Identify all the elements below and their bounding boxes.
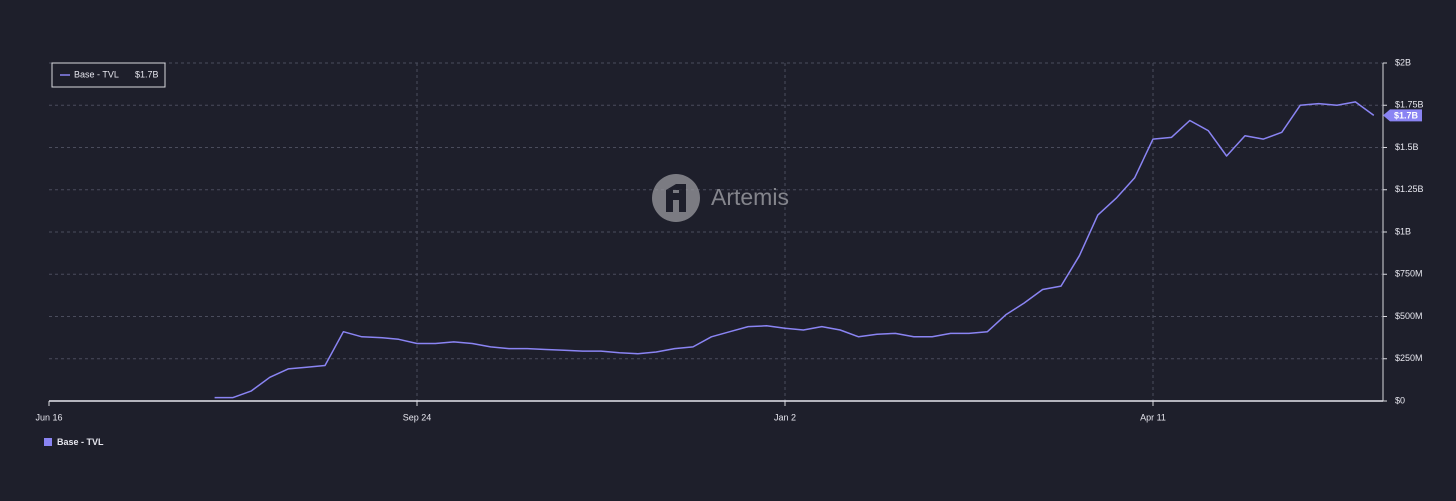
y-tick-label: $750M <box>1395 269 1423 279</box>
y-tick-label: $500M <box>1395 311 1423 321</box>
bottom-legend-swatch <box>44 438 52 446</box>
grid: $0 $250M $500M $750M $1B $1.25B $1.5B $1.75B $2B… <box>35 57 1423 422</box>
y-tick-label: $0 <box>1395 395 1405 405</box>
x-tick-label: Jun 16 <box>35 412 62 422</box>
watermark-logo-glyph <box>666 184 686 212</box>
y-tick-label: $1.5B <box>1395 142 1419 152</box>
plot: $1.7B <box>214 101 1422 399</box>
y-tick-label: $1B <box>1395 226 1411 236</box>
y-tick-label: $1.25B <box>1395 184 1424 194</box>
legend-box <box>51 62 166 88</box>
x-tick-label: Jan 2 <box>774 412 796 422</box>
current-value-badge <box>1383 109 1422 122</box>
y-tick-label: $250M <box>1395 353 1423 363</box>
x-tick-label: Apr 11 <box>1140 412 1166 422</box>
watermark-text: Artemis <box>711 184 789 210</box>
bottom-legend-label: Base - TVL <box>57 437 104 447</box>
legend-label: Base - TVL <box>74 69 119 79</box>
y-tick-label: $1.75B <box>1395 100 1424 110</box>
legend-value: $1.7B <box>135 69 159 79</box>
x-tick-label: Sep 24 <box>403 412 432 422</box>
y-tick-label: $2B <box>1395 57 1411 67</box>
series-line <box>214 101 1375 399</box>
current-value-label: $1.7B <box>1394 110 1419 120</box>
watermark: Artemis <box>652 174 789 222</box>
